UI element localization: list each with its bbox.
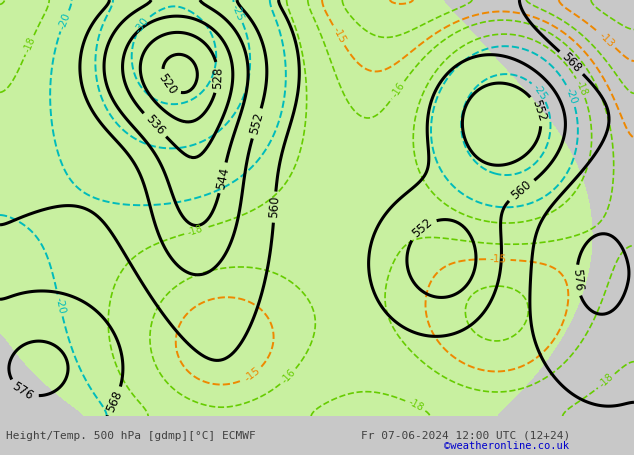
Text: Height/Temp. 500 hPa [gdmp][°C] ECMWF: Height/Temp. 500 hPa [gdmp][°C] ECMWF bbox=[6, 431, 256, 441]
Text: -18: -18 bbox=[22, 35, 37, 54]
Text: 544: 544 bbox=[214, 166, 231, 190]
Text: Fr 07-06-2024 12:00 UTC (12+24): Fr 07-06-2024 12:00 UTC (12+24) bbox=[361, 431, 571, 441]
Text: 536: 536 bbox=[143, 112, 167, 138]
Text: -18: -18 bbox=[573, 79, 589, 97]
Text: -15: -15 bbox=[489, 254, 507, 265]
Text: 576: 576 bbox=[10, 379, 36, 403]
Text: -20: -20 bbox=[53, 296, 67, 315]
Text: -16: -16 bbox=[280, 367, 297, 386]
Text: 520: 520 bbox=[156, 71, 179, 96]
Text: 576: 576 bbox=[569, 268, 585, 292]
Text: 552: 552 bbox=[410, 216, 435, 240]
Text: 552: 552 bbox=[247, 111, 266, 136]
Text: ©weatheronline.co.uk: ©weatheronline.co.uk bbox=[444, 441, 569, 451]
Text: -18: -18 bbox=[406, 397, 425, 414]
Text: -18: -18 bbox=[597, 372, 616, 390]
Text: 568: 568 bbox=[559, 50, 584, 75]
Text: -25: -25 bbox=[230, 3, 245, 22]
Text: -16: -16 bbox=[390, 81, 406, 99]
Text: -25: -25 bbox=[531, 82, 548, 102]
Text: -20: -20 bbox=[57, 11, 72, 30]
Text: -15: -15 bbox=[330, 26, 347, 46]
Text: 568: 568 bbox=[104, 389, 125, 414]
Text: -18: -18 bbox=[186, 224, 204, 238]
Text: -30: -30 bbox=[133, 15, 151, 35]
Text: 560: 560 bbox=[508, 178, 534, 202]
Text: -20: -20 bbox=[564, 86, 579, 106]
Text: -13: -13 bbox=[597, 30, 616, 49]
Text: -15: -15 bbox=[243, 365, 262, 384]
Text: 552: 552 bbox=[529, 98, 548, 123]
Text: 560: 560 bbox=[268, 196, 282, 219]
Text: 528: 528 bbox=[210, 66, 224, 89]
